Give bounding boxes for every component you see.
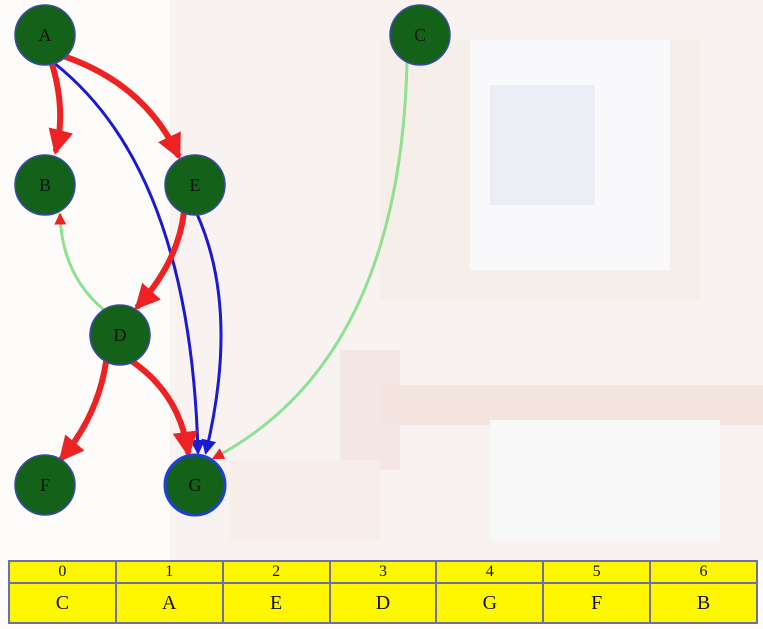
value-cell: B <box>649 582 758 624</box>
graph-diagram: A C B E D F G <box>14 4 451 517</box>
edge-a-e <box>63 54 181 160</box>
edge-d-g <box>130 359 198 457</box>
index-cell: 6 <box>649 560 758 584</box>
node-g[interactable]: G <box>163 453 227 517</box>
node-a[interactable]: A <box>14 4 76 66</box>
index-cell: 0 <box>8 560 117 584</box>
index-row: 0 1 2 3 4 5 6 <box>8 560 758 584</box>
index-cell: 3 <box>328 560 438 584</box>
node-circle <box>163 453 227 517</box>
edge-e-g <box>195 212 223 455</box>
node-circle <box>14 154 76 216</box>
value-cell: F <box>542 582 652 624</box>
node-label: G <box>189 475 202 495</box>
node-label: E <box>190 175 201 195</box>
value-cell: D <box>328 582 438 624</box>
value-cell: C <box>8 582 117 624</box>
value-cell: A <box>114 582 224 624</box>
value-cell: E <box>221 582 331 624</box>
node-b[interactable]: B <box>14 154 76 216</box>
node-label: F <box>40 475 50 495</box>
edge-d-f <box>58 359 109 462</box>
node-circle <box>164 154 226 216</box>
edge-a-b <box>48 61 74 155</box>
node-label: C <box>414 25 426 45</box>
index-cell: 5 <box>542 560 652 584</box>
node-circle <box>14 4 76 66</box>
edge-d-b <box>54 212 106 312</box>
edge-a-g <box>52 61 206 455</box>
index-cell: 1 <box>114 560 224 584</box>
node-circle <box>389 4 451 66</box>
node-d[interactable]: D <box>89 304 151 366</box>
node-f[interactable]: F <box>14 454 76 516</box>
node-circle <box>14 454 76 516</box>
node-label: D <box>114 325 127 345</box>
value-cell: G <box>435 582 545 624</box>
node-label: B <box>39 175 51 195</box>
index-cell: 2 <box>221 560 331 584</box>
edge-c-g <box>211 60 409 460</box>
node-circle <box>89 304 151 366</box>
node-c[interactable]: C <box>389 4 451 66</box>
edge-e-d <box>134 209 187 310</box>
value-row: C A E D G F B <box>8 582 758 624</box>
node-e[interactable]: E <box>164 154 226 216</box>
node-label: A <box>39 25 52 45</box>
index-cell: 4 <box>435 560 545 584</box>
order-table: 0 1 2 3 4 5 6 C A E D G F B <box>8 560 758 624</box>
